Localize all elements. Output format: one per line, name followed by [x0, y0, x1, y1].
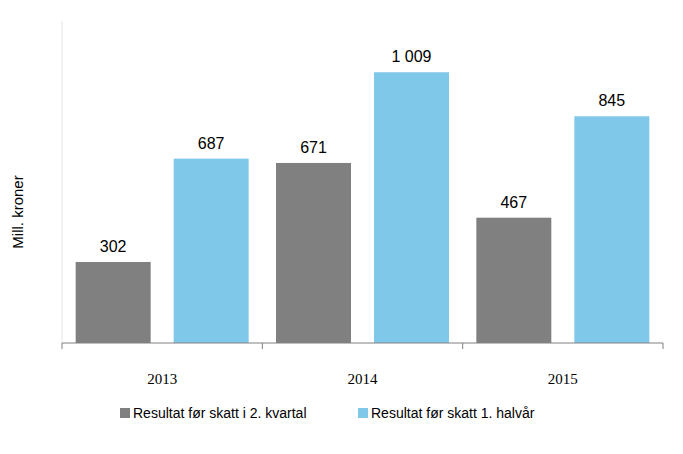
data-label: 1 009: [391, 48, 431, 65]
bar: [76, 262, 151, 343]
data-label: 671: [300, 139, 327, 156]
legend-label: Resultat før skatt i 2. kvartal: [133, 405, 307, 421]
x-axis-divider: [462, 343, 463, 349]
data-label: 302: [100, 238, 127, 255]
legend-swatch: [120, 408, 130, 418]
data-labels: 302 671 467 687 1 009 845: [100, 48, 625, 255]
legend-label: Resultat før skatt 1. halvår: [371, 405, 535, 421]
x-tick-label: 2014: [348, 371, 379, 387]
chart-container: 302 671 467 687 1 009 845 2013 2014 2015 Mill. kr…: [0, 0, 683, 454]
data-label: 845: [598, 92, 625, 109]
bar: [476, 218, 551, 343]
bar: [374, 72, 449, 343]
x-axis-line: [62, 343, 663, 344]
y-axis-label: Mill. kroner: [9, 175, 26, 248]
chart-svg: 302 671 467 687 1 009 845 2013 2014 2015 Mill. kr…: [0, 0, 683, 454]
bar: [174, 159, 249, 343]
x-axis-divider: [663, 343, 664, 349]
x-tick-label: 2013: [147, 371, 177, 387]
x-tick-label: 2015: [548, 371, 578, 387]
x-axis-divider: [62, 343, 63, 349]
bars: [76, 72, 650, 343]
legend: Resultat før skatt i 2. kvartal Resultat …: [120, 405, 535, 421]
y-axis-line: [62, 21, 63, 343]
legend-swatch: [358, 408, 368, 418]
data-label: 687: [198, 135, 225, 152]
bar: [276, 163, 351, 343]
data-label: 467: [500, 194, 527, 211]
x-axis-divider: [262, 343, 263, 349]
bar: [574, 116, 649, 343]
